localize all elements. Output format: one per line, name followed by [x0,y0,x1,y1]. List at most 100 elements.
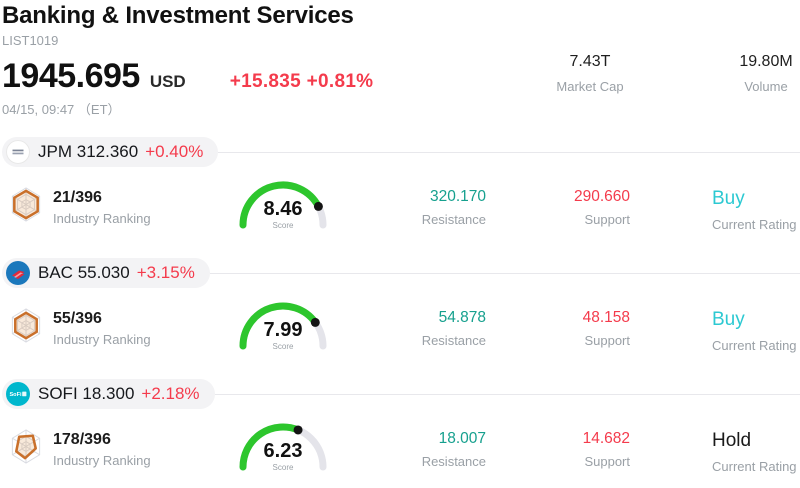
support-value: 290.660 [573,188,630,205]
rating-label: Current Rating [712,217,797,232]
ticker-last-price: 312.360 [76,142,139,161]
ticker-change: +2.18% [141,384,200,403]
gauge-arc [239,423,327,471]
resistance-cell: 320.170 Resistance [338,188,486,227]
resistance-cell: 54.878 Resistance [338,309,486,348]
index-price-row: 1945.695 USD +15.835 +0.81% [2,57,800,96]
score-value: 6.23 [263,440,303,462]
volume-label: Volume [744,79,788,94]
stock-row-jpm: JPM 312.360 +0.40% 21/396 Ind [0,137,800,258]
stock-row-body: 178/396 Industry Ranking 6.23 Score 18.0… [0,423,800,476]
score-caption: Score [272,463,294,472]
ticker-pill-jpm[interactable]: JPM 312.360 +0.40% [2,137,219,167]
gauge-progress [239,302,319,350]
score-gauge: 6.23 Score [228,412,338,476]
ranking-label: Industry Ranking [53,453,151,468]
index-change: +15.835 +0.81% [229,71,374,92]
quote-datetime: 04/15, 09:47 （ET） [2,102,121,117]
ranking-cell: 21/396 Industry Ranking [0,187,228,226]
rating-cell: Hold Current Rating [712,430,797,474]
ranking-cell: 55/396 Industry Ranking [0,308,228,347]
gauge-needle-dot [313,201,323,211]
radar-hexagon-icon [11,429,41,464]
row-divider-line [209,272,800,274]
rating-cell: Buy Current Rating [712,188,797,232]
rating-cell: Buy Current Rating [712,309,797,353]
support-value: 48.158 [582,309,630,326]
support-label: Support [584,454,630,469]
ranking-text: 178/396 Industry Ranking [53,430,151,468]
bac-logo [6,261,30,285]
ticker-symbol: SOFI [38,384,78,403]
index-price: 1945.695 [2,57,140,95]
resistance-label: Resistance [421,333,486,348]
page-header: Banking & Investment Services LIST1019 1… [0,0,800,137]
support-label: Support [584,333,630,348]
rating-label: Current Rating [712,338,797,353]
stock-row-sofi: SoFi SOFI 18.300 +2.18% [0,379,800,488]
stock-row-bac: BAC 55.030 +3.15% 55/396 Indu [0,258,800,379]
gauge-progress [239,423,302,471]
svg-text:SoFi: SoFi [9,392,22,398]
ticker-last-price: 18.300 [82,384,135,403]
ticker-pill-bac[interactable]: BAC 55.030 +3.15% [2,258,210,288]
gauge-readout: 8.46 Score [228,199,338,230]
ranking-value: 178/396 [53,431,111,448]
gauge-arc [239,181,327,229]
market-cap-stat: 7.43T Market Cap [520,53,660,94]
resistance-label: Resistance [421,212,486,227]
ranking-value: 55/396 [53,310,102,327]
score-gauge: 7.99 Score [228,291,338,355]
score-value: 7.99 [263,319,303,341]
gauge-arc [239,302,327,350]
stock-row-header: JPM 312.360 +0.40% [0,137,800,167]
stock-row-header: SoFi SOFI 18.300 +2.18% [0,379,800,409]
ticker-pill-sofi[interactable]: SoFi SOFI 18.300 +2.18% [2,379,215,409]
score-caption: Score [272,221,294,230]
market-cap-value: 7.43T [569,53,611,70]
support-label: Support [584,212,630,227]
resistance-value: 18.007 [438,430,486,447]
ticker-change: +0.40% [145,142,204,161]
ticker-symbol: JPM [38,142,72,161]
ticker-last-price: 55.030 [77,263,130,282]
volume-value: 19.80M [739,53,793,70]
radar-shape [14,311,38,340]
support-value: 14.682 [582,430,630,447]
sofi-logo: SoFi [6,382,30,406]
ranking-label: Industry Ranking [53,332,151,347]
row-divider-line [218,151,800,153]
ticker-price: SOFI 18.300 [38,384,134,404]
resistance-label: Resistance [421,454,486,469]
ranking-cell: 178/396 Industry Ranking [0,429,228,468]
resistance-value: 320.170 [429,188,486,205]
support-cell: 14.682 Support [486,430,630,469]
row-divider-line [214,393,800,395]
ticker-price: JPM 312.360 [38,142,138,162]
volume-stat: 19.80M Volume [716,53,800,94]
resistance-value: 54.878 [438,309,486,326]
stock-row-header: BAC 55.030 +3.15% [0,258,800,288]
ticker-symbol: BAC [38,263,73,282]
ticker-change: +3.15% [136,263,195,282]
rating-value: Hold [712,430,752,451]
gauge-readout: 6.23 Score [228,441,338,472]
page-title: Banking & Investment Services [2,2,354,29]
gauge-needle-dot [293,425,303,435]
radar-shape [14,434,38,460]
ranking-label: Industry Ranking [53,211,151,226]
rating-value: Buy [712,309,745,330]
score-value: 8.46 [263,198,303,220]
resistance-cell: 18.007 Resistance [338,430,486,469]
ticker-price: BAC 55.030 [38,263,130,283]
support-cell: 290.660 Support [486,188,630,227]
list-id: LIST1019 [2,33,59,48]
radar-shape [13,189,39,220]
ranking-text: 55/396 Industry Ranking [53,309,151,347]
gauge-progress [239,181,322,229]
gauge-needle-dot [310,317,320,327]
ranking-text: 21/396 Industry Ranking [53,188,151,226]
stock-row-body: 55/396 Industry Ranking 7.99 Score 54.87… [0,302,800,355]
index-currency: USD [149,72,186,91]
ranking-value: 21/396 [53,189,102,206]
